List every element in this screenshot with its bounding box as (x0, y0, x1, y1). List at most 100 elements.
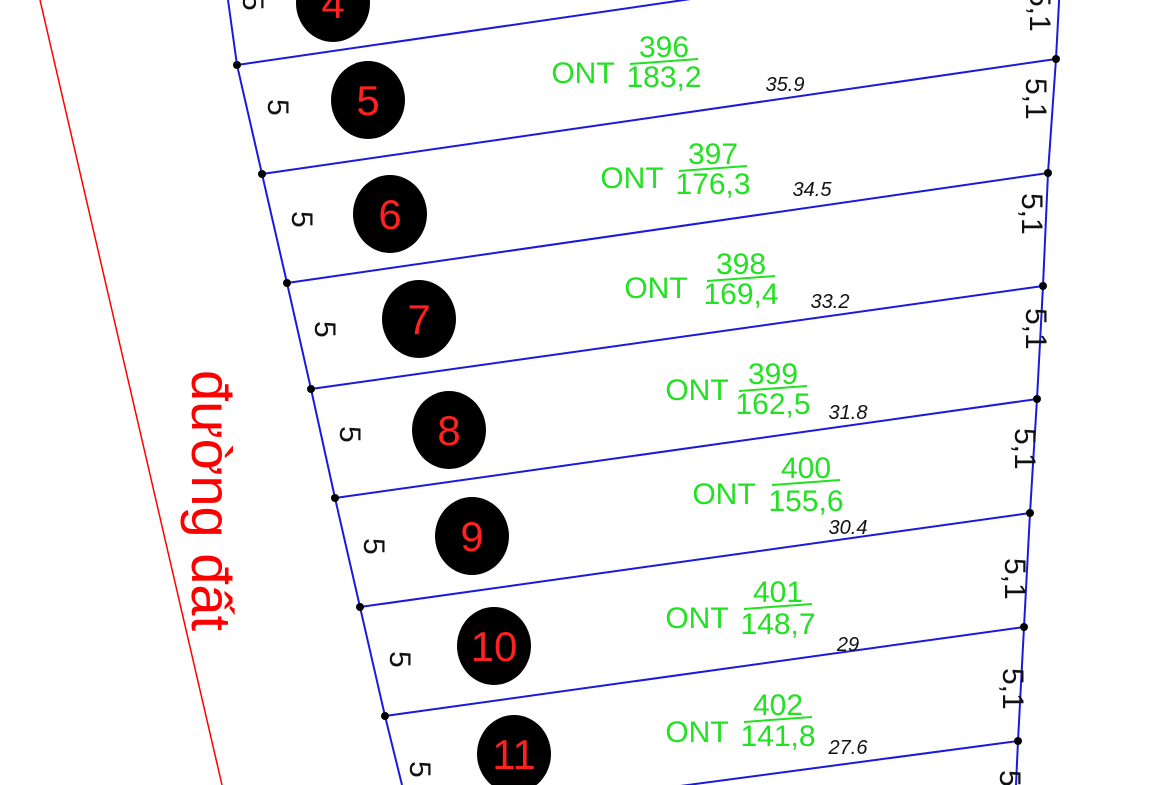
parcel-area: 176,3 (675, 168, 750, 201)
left-width-label: 5 (285, 211, 318, 228)
plot-number-badge (457, 607, 531, 685)
plot-number: 4 (321, 0, 344, 27)
right-width-label: 5,1 (998, 558, 1031, 600)
survey-point (1026, 509, 1034, 517)
plot-divider-line (261, 58, 1057, 175)
parcel-area: 162,5 (735, 388, 810, 421)
plot-length-label: 30.4 (829, 517, 868, 539)
parcel-area: 169,4 (703, 278, 778, 311)
fraction-bar (743, 603, 813, 610)
right-width-label: 5,1 (1015, 193, 1048, 235)
right-width-label: 5,1 (1008, 428, 1041, 470)
survey-point (381, 712, 389, 720)
parcel-area: 148,7 (740, 608, 815, 641)
plot-divider-line (236, 0, 691, 66)
plot-divider-line (286, 172, 1049, 284)
parcel-number: 399 (748, 358, 798, 391)
plot-length-label: 29 (836, 634, 859, 656)
plot-length-label: 31.8 (829, 402, 868, 424)
parcel-number: 400 (781, 452, 831, 485)
left-width-label: 5 (261, 99, 294, 116)
right-width-label: 5,1 (993, 770, 1026, 785)
plot-4[interactable]: 45 5,1 (236, 0, 1056, 42)
survey-point (1020, 623, 1028, 631)
fraction-bar (678, 165, 748, 172)
plot-number-badge (435, 497, 509, 575)
plot-number-badge (331, 61, 405, 139)
road-edge-line (39, 0, 223, 785)
plot-number-badge (382, 280, 456, 358)
survey-point (1014, 737, 1022, 745)
survey-point (258, 170, 266, 178)
plot-divider-line (359, 512, 1031, 608)
fraction-bar (629, 58, 699, 65)
plot-length-label: 27.6 (828, 737, 869, 759)
plot-number: 10 (471, 623, 518, 670)
survey-point (356, 603, 364, 611)
left-width-label: 5 (403, 761, 436, 778)
plot-length-label: 33.2 (811, 291, 850, 313)
road-label: đường đất (180, 370, 243, 631)
fraction-bar (706, 275, 776, 282)
parcel-area: 183,2 (626, 61, 701, 94)
plot-number: 9 (460, 513, 483, 560)
parcel-number: 401 (753, 576, 803, 609)
survey-point (331, 494, 339, 502)
survey-point (1052, 55, 1060, 63)
survey-point (1033, 395, 1041, 403)
land-type-label: ONT (692, 478, 755, 511)
plot-number: 7 (407, 296, 430, 343)
plot-number-badge (296, 0, 370, 42)
left-width-label: 5 (308, 321, 341, 338)
parcel-number: 396 (639, 31, 689, 64)
parcel-number: 397 (688, 138, 738, 171)
fraction-bar (771, 479, 841, 486)
right-width-label: 5,1 (1023, 0, 1056, 32)
plot-number: 11 (492, 731, 536, 778)
right-width-label: 5,1 (1019, 308, 1052, 350)
land-type-label: ONT (600, 162, 663, 195)
survey-point (1039, 282, 1047, 290)
plot-divider-line (680, 740, 1019, 785)
parcel-number: 398 (716, 248, 766, 281)
left-width-label: 5 (383, 651, 416, 668)
plot-number-badge (412, 391, 486, 469)
plot-number: 8 (437, 407, 460, 454)
left-width-label: 5 (333, 426, 366, 443)
plot-divider-line (334, 398, 1038, 499)
land-type-label: ONT (665, 716, 728, 749)
plot-length-label: 35.9 (766, 74, 805, 96)
survey-point (307, 385, 315, 393)
parcel-number: 402 (753, 689, 803, 722)
right-width-label: 5,1 (1019, 78, 1052, 120)
land-type-label: ONT (665, 374, 728, 407)
plot-number-badge (477, 715, 551, 785)
plot-number-badge (353, 175, 427, 253)
left-width-label: 5 (236, 0, 269, 11)
fraction-bar (743, 716, 813, 723)
left-width-label: 5 (357, 538, 390, 555)
plot-divider-line (310, 285, 1044, 390)
plot-number: 5 (356, 77, 379, 124)
survey-point (283, 279, 291, 287)
fraction-bar (738, 385, 808, 392)
survey-point (1044, 169, 1052, 177)
land-type-label: ONT (624, 272, 687, 305)
plot-length-label: 34.5 (793, 179, 833, 201)
parcel-area: 155,6 (768, 485, 843, 518)
plot-number: 6 (378, 191, 401, 238)
land-type-label: ONT (551, 57, 614, 90)
parcel-area: 141,8 (740, 720, 815, 753)
land-type-label: ONT (665, 602, 728, 635)
right-width-label: 5,1 (996, 668, 1029, 710)
plot-divider-line (384, 626, 1025, 717)
survey-point (233, 61, 241, 69)
